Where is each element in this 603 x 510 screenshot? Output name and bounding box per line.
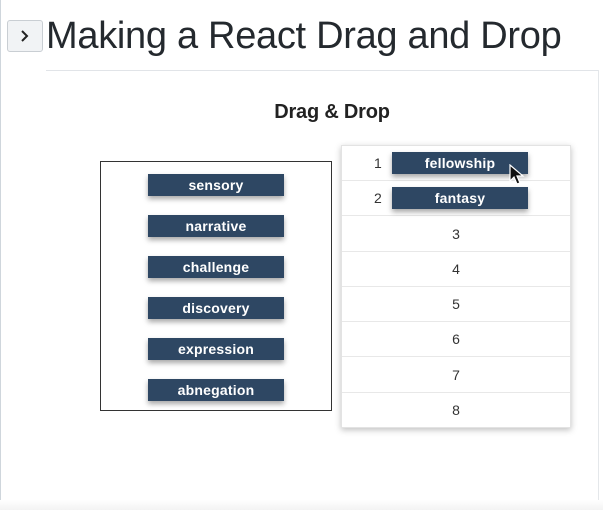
drop-slot[interactable]: 1 fellowship — [342, 146, 570, 181]
drop-slot[interactable]: 2 fantasy — [342, 181, 570, 216]
slot-number: 5 — [452, 296, 460, 312]
drop-target-list[interactable]: 1 fellowship 2 fantasy 3 4 5 6 7 8 — [341, 145, 571, 428]
draggable-item[interactable]: discovery — [148, 297, 284, 319]
drop-slot[interactable]: 3 — [342, 217, 570, 252]
drop-slot[interactable]: 8 — [342, 393, 570, 428]
slot-number: 7 — [452, 367, 460, 383]
slot-number: 3 — [452, 226, 460, 242]
mouse-pointer-icon — [509, 163, 525, 191]
drop-slot[interactable]: 5 — [342, 287, 570, 322]
left-border — [0, 0, 1, 510]
dropped-item[interactable]: fellowship — [392, 152, 528, 174]
dropped-item[interactable]: fantasy — [392, 187, 528, 209]
slot-number: 1 — [374, 155, 382, 171]
draggable-item[interactable]: expression — [148, 338, 284, 360]
draggable-item[interactable]: abnegation — [148, 379, 284, 401]
drop-slot[interactable]: 4 — [342, 252, 570, 287]
demo-heading: Drag & Drop — [274, 101, 390, 123]
slot-number: 4 — [452, 261, 460, 277]
drop-slot[interactable]: 6 — [342, 322, 570, 357]
source-list[interactable]: sensory narrative challenge discovery ex… — [100, 161, 332, 411]
chevron-right-icon — [20, 30, 30, 42]
slot-number: 6 — [452, 331, 460, 347]
drop-slot[interactable]: 7 — [342, 358, 570, 393]
slot-number: 8 — [452, 402, 460, 418]
slot-number: 2 — [374, 190, 382, 206]
title-divider — [46, 70, 598, 71]
draggable-item[interactable]: narrative — [148, 215, 284, 237]
draggable-item[interactable]: sensory — [148, 174, 284, 196]
expand-sidebar-button[interactable] — [7, 20, 43, 52]
right-border — [598, 70, 599, 510]
draggable-item[interactable]: challenge — [148, 256, 284, 278]
bottom-edge — [0, 500, 603, 510]
page-title: Making a React Drag and Drop — [46, 15, 562, 57]
